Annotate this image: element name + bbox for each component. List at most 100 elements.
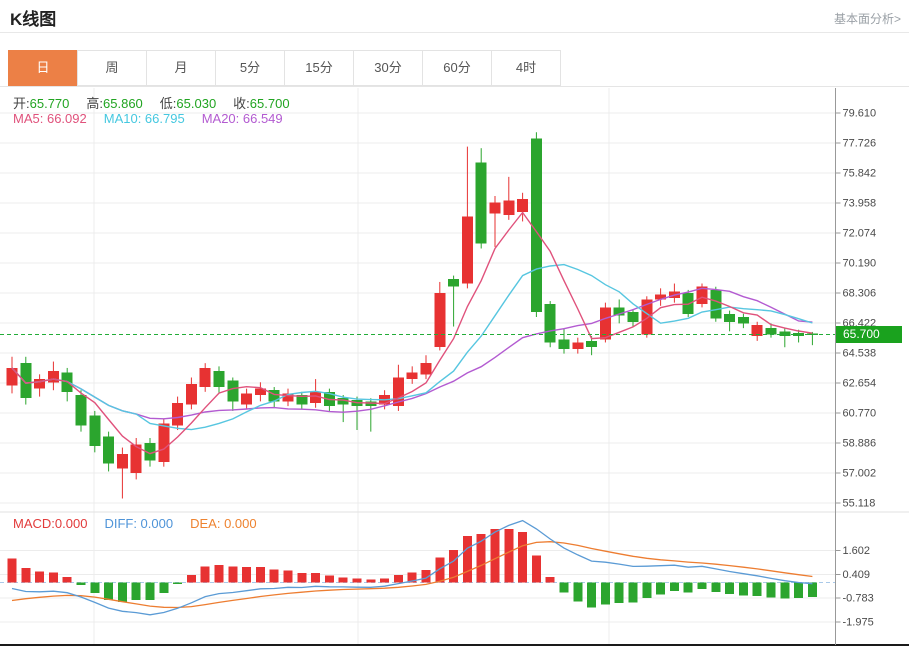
macd-bar <box>186 574 196 583</box>
candle <box>710 289 722 319</box>
candle <box>475 162 487 244</box>
candle <box>558 339 570 349</box>
macd-bar <box>48 572 58 583</box>
macd-bar <box>131 582 141 600</box>
axis-tick-label: 73.958 <box>843 198 877 210</box>
macd-bar <box>90 582 100 594</box>
candle <box>103 436 115 464</box>
candle <box>310 391 322 403</box>
dea-line <box>11 541 813 609</box>
period-tabs: 日 周 月 5分 15分 30分 60分 4时 <box>8 50 561 86</box>
candle <box>737 316 749 324</box>
candle <box>489 202 501 214</box>
tab-15min[interactable]: 15分 <box>284 50 354 86</box>
macd-histogram <box>7 529 817 608</box>
macd-bar <box>600 582 610 605</box>
candle <box>530 138 542 313</box>
macd-bar <box>711 582 721 593</box>
macd-bar <box>283 570 293 583</box>
candle <box>641 299 653 335</box>
candle <box>655 294 667 300</box>
high-value: 高:65.860 <box>86 96 143 111</box>
ma5-line <box>11 211 813 455</box>
candle <box>282 393 294 402</box>
ma5-value: MA5: 66.092 <box>13 111 87 126</box>
axis-tick-label: 64.538 <box>843 348 877 360</box>
ohlc-legend: 开:65.770 高:65.860 低:65.030 收:65.700 <box>13 93 290 112</box>
ma-legend: MA5: 66.092 MA10: 66.795 MA20: 66.549 <box>13 111 283 126</box>
candle <box>544 304 556 343</box>
macd-bar <box>366 579 376 583</box>
axis-tick-label: 68.306 <box>843 288 877 300</box>
tab-month[interactable]: 月 <box>146 50 216 86</box>
candle <box>241 393 253 405</box>
candle <box>227 380 239 402</box>
macd-bar <box>200 566 210 583</box>
macd-bar <box>255 566 265 583</box>
ma10-line <box>11 263 813 431</box>
candle <box>47 371 59 383</box>
candle <box>254 388 266 396</box>
macd-bar <box>338 577 348 583</box>
macd-value: MACD:0.000 <box>13 516 88 531</box>
macd-bar <box>76 582 86 586</box>
header-divider <box>0 32 909 33</box>
macd-bar <box>393 575 403 583</box>
candle <box>503 200 515 216</box>
candle <box>158 423 170 462</box>
kline-chart: 79.610 77.726 75.842 73.958 72.074 70.190 68.3… <box>0 88 909 646</box>
macd-bar <box>380 578 390 583</box>
axis-tick-label: 79.610 <box>843 108 877 120</box>
fundamental-analysis-link[interactable]: 基本面分析> <box>833 12 901 26</box>
macd-bar <box>725 582 735 595</box>
open-value: 开:65.770 <box>13 96 70 111</box>
macd-bar <box>794 582 804 598</box>
ma20-value: MA20: 66.549 <box>201 111 283 126</box>
macd-bar <box>504 529 514 583</box>
candle <box>75 395 87 426</box>
macd-bar <box>228 566 238 583</box>
macd-bar <box>145 582 155 600</box>
low-value: 低:65.030 <box>159 96 217 111</box>
macd-bar <box>173 582 183 585</box>
macd-bar <box>214 564 224 583</box>
candle <box>20 363 32 399</box>
macd-bar <box>407 572 417 583</box>
macd-bar <box>269 569 279 583</box>
ma10-value: MA10: 66.795 <box>103 111 185 126</box>
candle <box>130 444 142 474</box>
candle <box>365 401 377 407</box>
tab-60min[interactable]: 60分 <box>422 50 492 86</box>
axis-tick-label: 58.886 <box>843 438 877 450</box>
tab-day[interactable]: 日 <box>8 50 78 86</box>
macd-bar <box>697 582 707 590</box>
macd-bar <box>752 582 762 597</box>
candle <box>213 371 225 388</box>
ma20-line <box>11 287 813 420</box>
macd-bar <box>324 575 334 583</box>
tab-5min[interactable]: 5分 <box>215 50 285 86</box>
candle <box>434 293 446 348</box>
candle <box>724 313 736 322</box>
tab-4hour[interactable]: 4时 <box>491 50 561 86</box>
tab-30min[interactable]: 30分 <box>353 50 423 86</box>
axis-tick-label: 75.842 <box>843 168 877 180</box>
tabs-divider <box>0 86 909 87</box>
macd-bar <box>21 568 31 583</box>
candle <box>751 324 763 337</box>
axis-tick-label: 72.074 <box>843 228 877 240</box>
candle <box>268 390 280 402</box>
candle <box>572 342 584 349</box>
macd-bar <box>669 582 679 592</box>
tab-week[interactable]: 周 <box>77 50 147 86</box>
macd-bar <box>559 582 569 593</box>
macd-bar <box>656 582 666 595</box>
candle <box>779 331 791 337</box>
macd-bar <box>62 576 72 583</box>
axis-tick-label: 1.602 <box>843 545 871 557</box>
macd-bar <box>518 532 528 583</box>
axis-tick-label: 0.409 <box>843 569 871 581</box>
macd-bar <box>117 582 127 602</box>
macd-bar <box>421 569 431 583</box>
